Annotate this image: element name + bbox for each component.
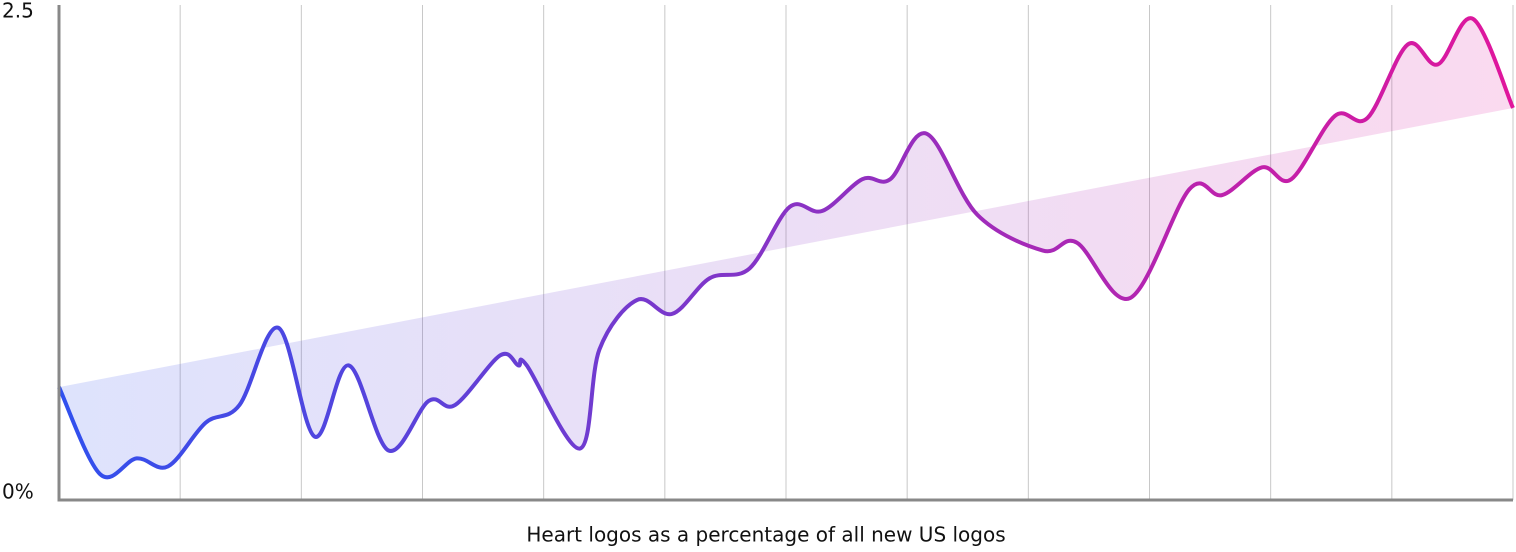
area-fill (59, 18, 1513, 478)
y-tick-label: 2.5 (2, 0, 34, 23)
data-line (57, 16, 1515, 480)
y-tick-label: 0% (2, 480, 34, 504)
axis-line (57, 5, 1513, 502)
caption: Heart logos as a percentage of all new U… (526, 523, 1005, 547)
